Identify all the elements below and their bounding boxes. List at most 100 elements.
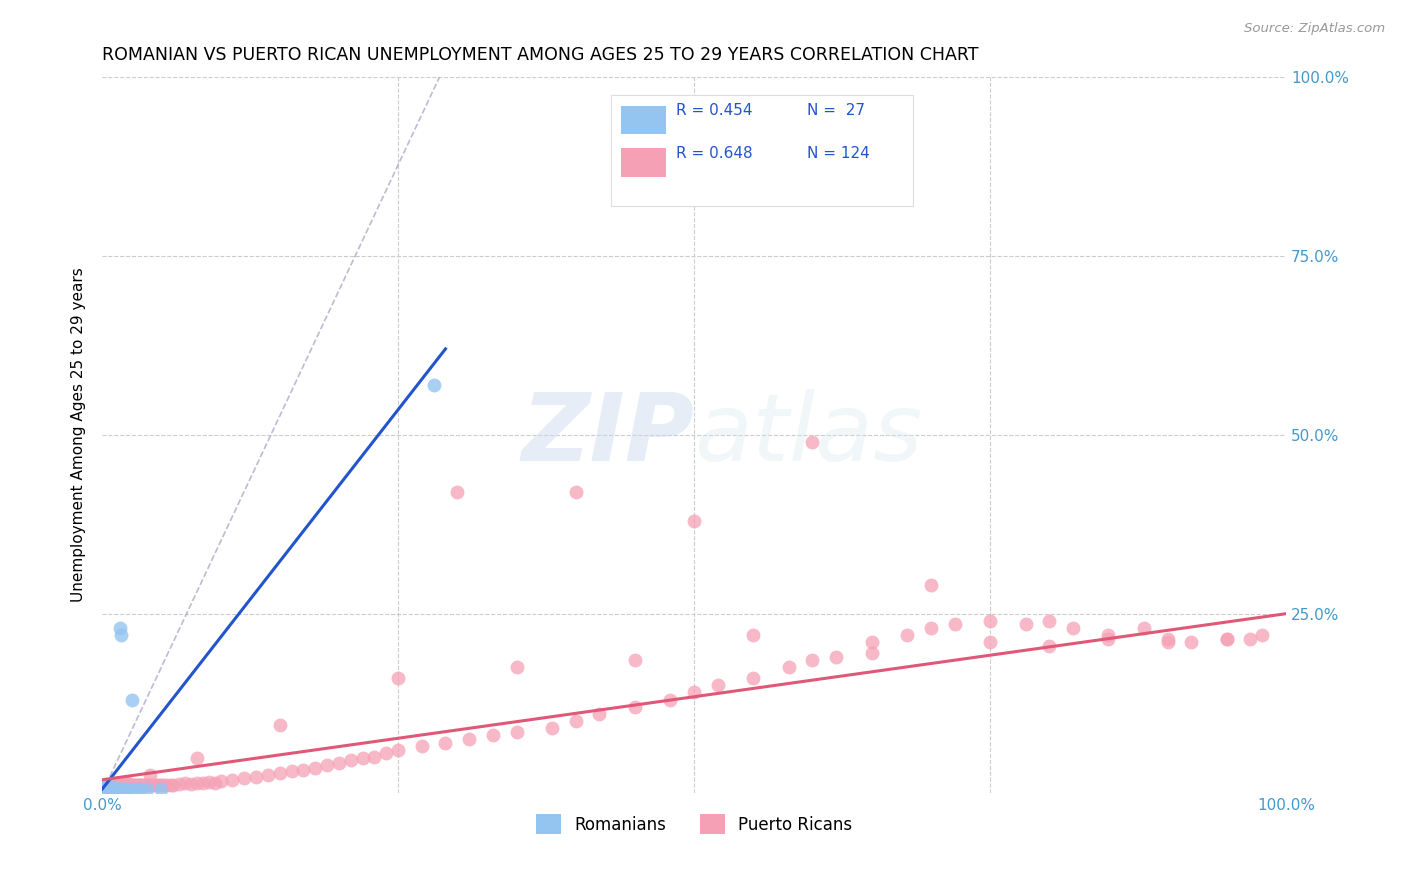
- Point: [160, 779, 183, 793]
- Point: [204, 775, 226, 789]
- Point: [138, 779, 160, 793]
- Point: [145, 779, 167, 793]
- Point: [292, 763, 315, 777]
- Point: [352, 751, 374, 765]
- Point: [152, 779, 174, 793]
- Point: [117, 782, 139, 797]
- Point: [588, 706, 610, 721]
- Point: [103, 779, 125, 793]
- Point: [1097, 628, 1119, 642]
- Point: [280, 764, 302, 779]
- Point: [564, 714, 586, 728]
- Point: [104, 782, 127, 797]
- Point: [110, 628, 132, 642]
- Point: [131, 779, 153, 793]
- Point: [112, 782, 135, 797]
- Point: [245, 770, 267, 784]
- Point: [98, 782, 121, 797]
- Point: [1239, 632, 1261, 646]
- Point: [375, 746, 398, 760]
- Text: R = 0.454: R = 0.454: [676, 103, 752, 118]
- Legend: Romanians, Puerto Ricans: Romanians, Puerto Ricans: [536, 814, 852, 834]
- Point: [114, 779, 136, 793]
- Point: [111, 779, 134, 793]
- Point: [143, 779, 166, 793]
- Point: [233, 772, 256, 786]
- Point: [363, 750, 385, 764]
- Point: [138, 779, 160, 793]
- Point: [1156, 635, 1178, 649]
- Text: N = 124: N = 124: [807, 146, 869, 161]
- Point: [105, 779, 128, 793]
- Point: [167, 777, 190, 791]
- Point: [96, 779, 118, 793]
- FancyBboxPatch shape: [612, 95, 912, 206]
- Point: [110, 779, 132, 793]
- Point: [825, 649, 848, 664]
- Point: [96, 782, 118, 797]
- Point: [979, 635, 1001, 649]
- Point: [103, 782, 125, 797]
- Point: [100, 782, 122, 797]
- Point: [1097, 632, 1119, 646]
- Point: [98, 780, 121, 795]
- Point: [124, 782, 146, 797]
- Point: [328, 756, 350, 770]
- Point: [1014, 617, 1036, 632]
- Point: [191, 776, 214, 790]
- Point: [97, 779, 120, 793]
- Point: [105, 781, 128, 796]
- Point: [411, 739, 433, 753]
- Point: [801, 653, 824, 667]
- Point: [162, 779, 184, 793]
- Point: [1062, 621, 1084, 635]
- Point: [132, 779, 155, 793]
- Point: [136, 782, 159, 797]
- Point: [896, 628, 918, 642]
- Point: [150, 779, 173, 793]
- Point: [108, 779, 131, 793]
- Point: [117, 779, 139, 793]
- Point: [1251, 628, 1274, 642]
- Point: [624, 653, 647, 667]
- Point: [100, 779, 122, 793]
- Point: [94, 779, 117, 793]
- Point: [316, 758, 339, 772]
- Point: [564, 485, 586, 500]
- Point: [122, 779, 145, 793]
- Point: [118, 779, 141, 793]
- Point: [107, 779, 129, 793]
- Point: [97, 779, 120, 793]
- Point: [197, 775, 219, 789]
- Point: [1156, 632, 1178, 646]
- Text: atlas: atlas: [695, 389, 922, 480]
- Point: [127, 779, 149, 793]
- Point: [135, 779, 157, 793]
- Point: [422, 377, 444, 392]
- Point: [683, 514, 706, 528]
- Point: [1216, 632, 1239, 646]
- Point: [115, 779, 138, 793]
- Point: [706, 678, 728, 692]
- FancyBboxPatch shape: [620, 148, 665, 178]
- Point: [505, 660, 527, 674]
- Point: [103, 780, 125, 794]
- Text: ZIP: ZIP: [522, 389, 695, 481]
- Point: [134, 779, 156, 793]
- Point: [129, 779, 152, 793]
- Point: [120, 779, 142, 793]
- Point: [221, 772, 243, 787]
- Point: [115, 779, 138, 793]
- Text: N =  27: N = 27: [807, 103, 865, 118]
- Point: [778, 660, 800, 674]
- Point: [180, 777, 202, 791]
- Point: [209, 774, 232, 789]
- Point: [93, 782, 115, 797]
- Point: [125, 779, 148, 793]
- Point: [860, 646, 883, 660]
- Point: [458, 731, 481, 746]
- Point: [659, 692, 682, 706]
- Point: [148, 779, 170, 793]
- Point: [138, 768, 160, 782]
- Point: [257, 768, 280, 782]
